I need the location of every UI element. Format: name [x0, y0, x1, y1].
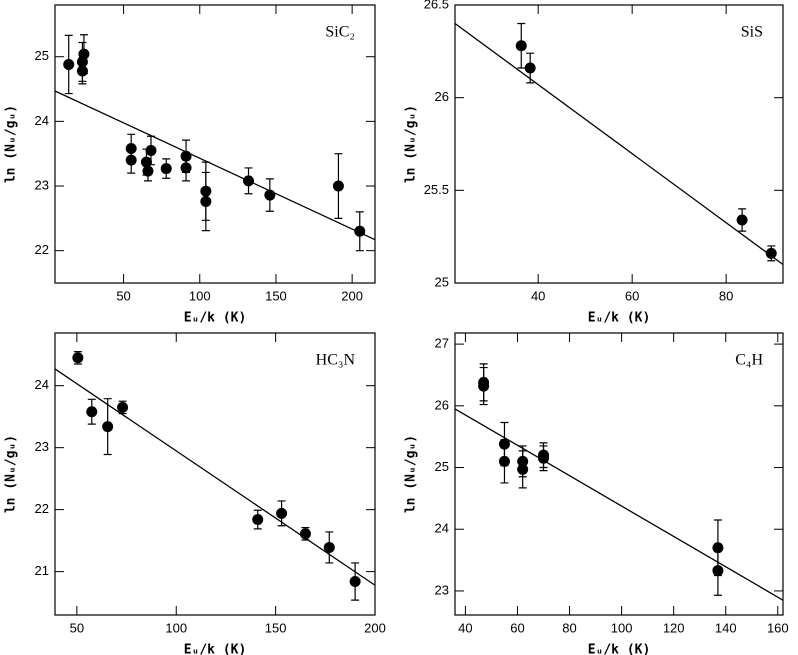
plot-frame	[454, 4, 784, 284]
y-tick-label: 22	[35, 501, 49, 516]
plot-frame	[54, 4, 376, 284]
data-point	[538, 452, 550, 464]
y-tick-label: 26	[435, 89, 449, 104]
y-tick-label: 25.5	[424, 182, 449, 197]
x-tick-label: 200	[364, 620, 386, 635]
x-tick-label: 60	[625, 288, 639, 303]
panel-title: SiS	[741, 24, 763, 41]
x-axis-label: Eᵤ/k (K)	[184, 643, 247, 655]
data-point	[517, 463, 529, 475]
data-point	[142, 165, 154, 177]
data-point	[524, 62, 536, 74]
x-tick-label: 40	[458, 620, 472, 635]
y-tick-label: 25	[435, 459, 449, 474]
data-point	[200, 196, 212, 208]
data-point	[145, 144, 157, 156]
panel-title: SiC₂	[325, 24, 355, 41]
fit-line	[454, 408, 784, 601]
data-point	[323, 541, 335, 553]
data-point	[72, 352, 84, 364]
x-tick-label: 50	[70, 620, 84, 635]
x-axis-label: Eᵤ/k (K)	[184, 311, 247, 326]
x-tick-label: 80	[562, 620, 576, 635]
fit-line	[454, 23, 784, 265]
panel-title: C₄H	[735, 352, 763, 369]
data-point	[180, 162, 192, 174]
x-tick-label: 60	[510, 620, 524, 635]
y-tick-label: 24	[35, 113, 49, 128]
y-tick-label: 21	[35, 563, 49, 578]
data-point	[354, 225, 366, 237]
x-tick-label: 80	[719, 288, 733, 303]
y-tick-label: 24	[35, 377, 49, 392]
fit-line	[54, 90, 376, 241]
y-axis-label: ln (Nᵤ/gᵤ)	[4, 105, 19, 183]
data-point	[78, 48, 90, 60]
data-point	[264, 189, 276, 201]
y-axis-label: ln (Nᵤ/gᵤ)	[404, 105, 419, 183]
data-point	[349, 576, 361, 588]
x-tick-label: 120	[663, 620, 685, 635]
fit-line	[54, 368, 376, 586]
y-tick-label: 23	[35, 439, 49, 454]
y-tick-label: 26.5	[424, 0, 449, 11]
y-axis-label: ln (Nᵤ/gᵤ)	[4, 435, 19, 513]
data-point	[478, 380, 490, 392]
x-tick-label: 140	[715, 620, 737, 635]
data-point	[515, 40, 527, 52]
x-tick-label: 150	[265, 288, 287, 303]
y-tick-label: 23	[435, 582, 449, 597]
panel: 40 60 80 25 25.5 26 26.5 SiS Eᵤ/k (K) ln (Nᵤ/gᵤ)	[404, 0, 784, 326]
data-point	[712, 565, 724, 577]
y-tick-label: 22	[35, 242, 49, 257]
x-axis-label: Eᵤ/k (K)	[588, 643, 651, 655]
x-tick-label: 100	[189, 288, 211, 303]
y-tick-label: 23	[35, 177, 49, 192]
plot-frame	[454, 332, 784, 616]
x-tick-label: 200	[341, 288, 363, 303]
data-point	[243, 175, 255, 187]
x-tick-label: 40	[531, 288, 545, 303]
y-axis-label: ln (Nᵤ/gᵤ)	[404, 435, 419, 513]
x-tick-label: 100	[165, 620, 187, 635]
data-point	[63, 58, 75, 70]
x-tick-label: 160	[767, 620, 789, 635]
data-point	[736, 214, 748, 226]
panel-title: HC₃N	[316, 352, 356, 369]
x-tick-label: 100	[611, 620, 633, 635]
data-point	[125, 154, 137, 166]
data-point	[252, 514, 264, 526]
data-point	[299, 528, 311, 540]
x-tick-label: 50	[116, 288, 130, 303]
y-tick-label: 25	[435, 274, 449, 289]
panel: 50 100 150 200 21 22 23 24 HC₃N Eᵤ/k (K) ln (Nᵤ/gᵤ…	[4, 332, 386, 655]
data-point	[332, 180, 344, 192]
panel: 50 100 150 200 22 23 24 25 SiC₂ Eᵤ/k (K) ln (Nᵤ/gᵤ…	[4, 4, 376, 326]
y-tick-label: 25	[35, 48, 49, 63]
data-point	[117, 401, 129, 413]
y-tick-label: 27	[435, 336, 449, 351]
panel: 40 60 80 100 120 140 160 23 24 25 26 27 C₄H Eᵤ/k (K) l…	[404, 332, 789, 655]
x-tick-label: 150	[265, 620, 287, 635]
data-point	[102, 421, 114, 433]
y-tick-label: 24	[435, 521, 449, 536]
x-axis-label: Eᵤ/k (K)	[588, 311, 651, 326]
data-point	[160, 163, 172, 175]
data-point	[765, 247, 777, 259]
data-point	[86, 406, 98, 418]
data-point	[498, 455, 510, 467]
y-tick-label: 26	[435, 397, 449, 412]
plot-frame	[54, 332, 376, 616]
data-point	[276, 507, 288, 519]
